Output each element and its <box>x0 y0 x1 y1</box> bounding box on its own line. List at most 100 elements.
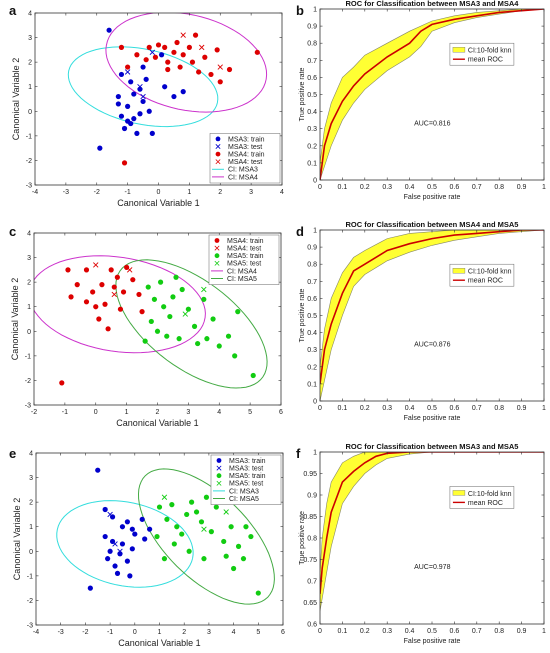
point-1-1 <box>112 541 118 547</box>
legend-marker-3 <box>215 159 221 165</box>
legend-label-1: MSA4: test <box>227 246 261 253</box>
point-2-20 <box>214 47 220 53</box>
x-axis-label: False positive rate <box>404 638 461 645</box>
point-2-24 <box>254 49 260 55</box>
x-tick-label: 0 <box>318 405 322 412</box>
y-tick-label: -3 <box>27 623 33 630</box>
legend-marker-0 <box>216 458 222 463</box>
point-2-14 <box>202 54 208 60</box>
point-0-7 <box>118 113 125 119</box>
x-tick-label: 0.8 <box>494 184 504 191</box>
point-0-7 <box>129 546 135 552</box>
y-tick-label: 0.1 <box>307 160 317 167</box>
point-0-20 <box>83 267 90 273</box>
y-tick-label: 0.7 <box>307 279 317 286</box>
point-2-10 <box>154 328 161 334</box>
point-0-14 <box>96 316 102 322</box>
point-2-22 <box>201 556 207 562</box>
y-tick-label: 4 <box>27 231 31 238</box>
y-tick-label: -1 <box>26 133 32 140</box>
point-0-13 <box>107 548 113 554</box>
y-tick-label: -2 <box>27 598 33 605</box>
y-tick-label: 1 <box>313 450 317 457</box>
legend: CI:10-fold knn mean ROC <box>449 486 515 509</box>
point-2-9 <box>148 318 154 325</box>
legend: CI:10-fold knn mean ROC <box>449 263 515 287</box>
x-axis-label: Canonical Variable 1 <box>117 198 199 208</box>
y-tick-label: 0 <box>313 178 317 185</box>
y-axis-label: Canonical Variable 2 <box>12 498 22 580</box>
y-tick-label: 0.3 <box>307 347 317 354</box>
point-0-14 <box>124 558 130 564</box>
ci-ellipse-4 <box>34 255 206 354</box>
point-2-15 <box>204 336 210 342</box>
point-2-24 <box>154 533 160 540</box>
y-tick-label: 2 <box>29 500 33 507</box>
x-tick-label: -1 <box>125 189 131 196</box>
y-axis-label: True positive rate <box>299 511 306 565</box>
x-tick-label: 0.2 <box>360 184 370 191</box>
ci-upper-line <box>320 452 544 573</box>
y-tick-label: 0.8 <box>307 262 317 269</box>
point-2-5 <box>170 294 176 300</box>
y-tick-label: 0.6 <box>307 622 317 629</box>
legend-label-0: MSA4: train <box>227 238 264 245</box>
point-2-4 <box>179 531 185 537</box>
x-tick-label: 1 <box>187 189 191 196</box>
x-tick-label: 4 <box>232 629 236 636</box>
point-0-23 <box>158 52 165 58</box>
point-2-19 <box>223 553 229 559</box>
point-0-12 <box>130 277 136 283</box>
legend-marker-1 <box>215 144 221 149</box>
point-2-2 <box>169 502 175 508</box>
point-0-15 <box>97 145 103 151</box>
point-2-13 <box>196 69 202 75</box>
legend-label-3: MSA5: test <box>229 481 263 488</box>
y-tick-label: 0.9 <box>307 493 317 500</box>
y-tick-label: 1 <box>313 7 317 14</box>
y-tick-label: -1 <box>25 353 31 360</box>
x-tick-label: -1 <box>107 629 113 636</box>
point-3-2 <box>217 64 223 70</box>
ci-lower-line <box>320 9 544 180</box>
auc-label: AUC=0.816 <box>414 120 450 127</box>
y-tick-label: 0 <box>313 399 317 406</box>
x-tick-label: 4 <box>217 409 221 416</box>
y-tick-label: 1 <box>29 524 33 531</box>
y-tick-label: 1 <box>28 84 32 91</box>
point-3-0 <box>201 286 207 293</box>
legend-label-0: MSA3: train <box>228 136 265 143</box>
point-0-17 <box>87 585 93 591</box>
legend-label-2: MSA5: train <box>229 473 266 480</box>
legend-marker-2 <box>216 473 222 479</box>
point-0-7 <box>108 267 114 273</box>
x-tick-label: 6 <box>279 409 283 416</box>
ci-lower-line <box>320 452 544 612</box>
point-0-6 <box>115 101 121 107</box>
point-0-16 <box>131 91 137 97</box>
point-0-1 <box>102 506 108 513</box>
point-2-17 <box>226 66 233 73</box>
y-tick-label: 0.9 <box>307 24 317 31</box>
y-tick-label: 0.65 <box>303 600 317 607</box>
y-axis-label: Canonical Variable 2 <box>11 58 21 140</box>
point-2-14 <box>210 316 216 322</box>
y-tick-label: 0.4 <box>307 109 317 116</box>
x-tick-label: 0.9 <box>517 405 527 412</box>
point-0-10 <box>120 289 127 295</box>
point-0-3 <box>137 86 143 92</box>
panel-letter: f <box>296 446 301 461</box>
y-tick-label: -3 <box>25 403 31 410</box>
point-0-11 <box>112 563 118 569</box>
point-0-9 <box>117 306 124 312</box>
x-tick-label: 0.3 <box>382 184 392 191</box>
y-tick-label: -2 <box>25 378 31 385</box>
point-2-23 <box>192 32 199 38</box>
point-2-23 <box>142 338 148 344</box>
panel-letter: b <box>296 3 304 18</box>
point-2-0 <box>118 44 125 51</box>
point-2-7 <box>193 509 200 515</box>
legend-label-3: MSA4: test <box>228 159 262 166</box>
